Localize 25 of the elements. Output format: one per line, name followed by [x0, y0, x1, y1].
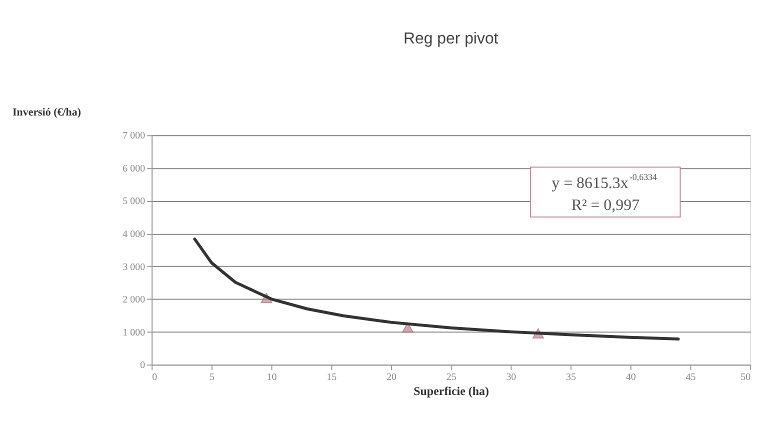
y-axis-title: Inversió (€/ha) — [12, 106, 82, 119]
y-tick-label: 7 000 — [122, 130, 146, 142]
x-tick-label: 25 — [446, 372, 456, 384]
x-tick-label: 15 — [326, 372, 337, 384]
x-tick-label: 0 — [152, 372, 158, 384]
point — [402, 322, 414, 333]
y-tick-label: 6 000 — [122, 163, 146, 174]
y-tick-label: 2 000 — [122, 294, 146, 306]
y-tick-label: 5 000 — [122, 196, 146, 208]
chart-title: Reg per pivot — [403, 30, 499, 48]
annotation: R² = 0,997 — [571, 196, 640, 214]
y-tick-label: 3 000 — [122, 262, 146, 273]
x-tick-label: 50 — [740, 372, 751, 384]
y-tick-label: 0 — [140, 360, 146, 372]
x-tick-label: 5 — [209, 372, 214, 384]
x-tick-label: 20 — [386, 372, 396, 384]
x-tick-label: 40 — [626, 372, 636, 384]
y-tick-label: 1 000 — [122, 327, 146, 338]
line-series — [193, 238, 680, 341]
x-tick-label: 10 — [266, 372, 277, 384]
x-tick-label: 30 — [506, 372, 516, 384]
y-tick-label: 4 000 — [122, 228, 146, 240]
x-tick-label: 45 — [686, 372, 696, 384]
x-axis-title: Superficie (ha) — [414, 384, 490, 398]
x-tick-label: 35 — [566, 372, 576, 384]
